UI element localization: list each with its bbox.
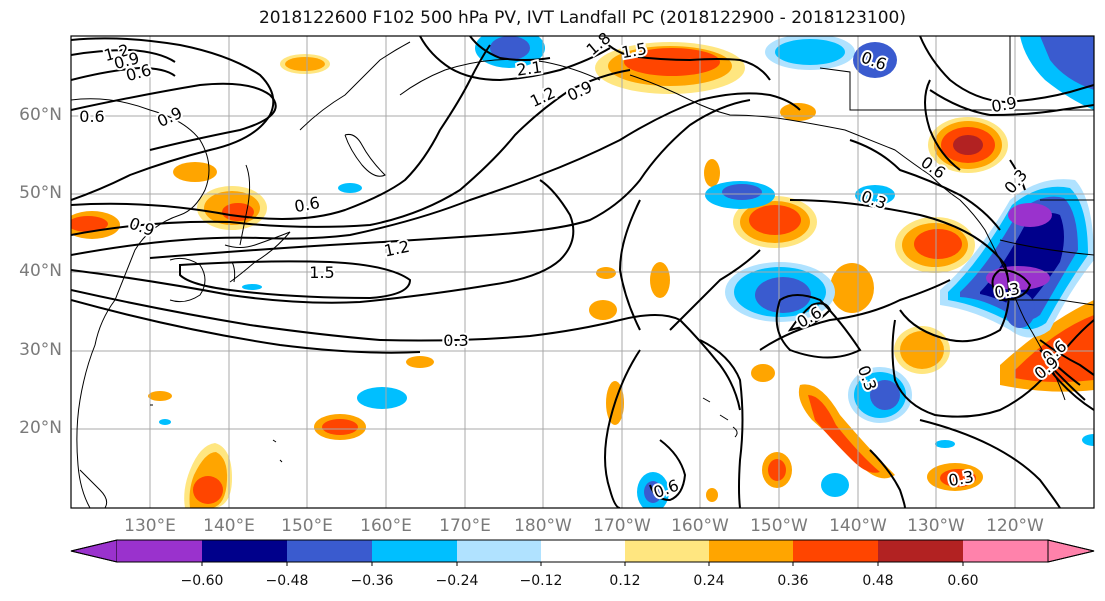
colorbar-bin (963, 540, 1048, 562)
colorbar-tick-label: −0.36 (350, 573, 394, 589)
contour-label: 1.2 (382, 237, 411, 261)
lon-label-120w: 120°W (986, 516, 1044, 536)
pv-contours (71, 36, 1094, 508)
contour-label: 2.1 (515, 57, 543, 79)
colorbar-tick-label: −0.24 (435, 573, 479, 589)
colorbar-bin (625, 540, 709, 562)
colorbar-tick-label: 0.60 (947, 573, 979, 589)
lon-label-140e: 140°E (203, 516, 255, 536)
lat-label-40n: 40°N (19, 261, 62, 281)
colorbar-bin (709, 540, 793, 562)
colorbar-bin (541, 540, 625, 562)
coastlines (71, 36, 1094, 508)
colorbar (70, 539, 1095, 566)
colorbar-bin (372, 540, 457, 562)
colorbar-tick-label: 0.48 (862, 573, 894, 589)
lon-label-130e: 130°E (124, 516, 176, 536)
colorbar-extend-high (1047, 539, 1095, 563)
contour-label: 0.6 (293, 193, 321, 216)
negative-pc-fill (159, 36, 1094, 508)
lon-label-140w: 140°W (829, 516, 887, 536)
colorbar-tick-label: 0.12 (609, 573, 641, 589)
lon-label-150e: 150°E (281, 516, 333, 536)
map-frame (70, 35, 1095, 509)
lat-label-60n: 60°N (19, 105, 62, 125)
colorbar-bin (117, 540, 202, 562)
colorbar-bin (878, 540, 963, 562)
lon-label-170e: 170°E (439, 516, 491, 536)
colorbar-tick-label: 0.36 (777, 573, 809, 589)
contour-label: 0.9 (127, 214, 157, 241)
colorbar-bin (457, 540, 541, 562)
contour-label: 1.2 (527, 83, 558, 111)
colorbar-bin (287, 540, 372, 562)
positive-pc-fill (71, 42, 1094, 508)
contour-label: 0.9 (990, 93, 1018, 116)
colorbar-tick-label: 0.24 (693, 573, 725, 589)
lon-label-150w: 150°W (750, 516, 808, 536)
graticule (71, 36, 1094, 508)
lat-label-20n: 20°N (19, 418, 62, 438)
lat-label-50n: 50°N (19, 183, 62, 203)
lon-label-130w: 130°W (907, 516, 965, 536)
lon-label-160e: 160°E (360, 516, 412, 536)
colorbar-tick-label: −0.60 (180, 573, 224, 589)
colorbar-extend-low (70, 539, 118, 563)
lon-label-160w: 160°W (671, 516, 729, 536)
colorbar-tick-label: −0.48 (265, 573, 309, 589)
lon-label-180w: 180°W (514, 516, 572, 536)
contour-label: 0.3 (443, 331, 468, 350)
colorbar-bin (202, 540, 287, 562)
map-title: 2018122600 F102 500 hPa PV, IVT Landfall… (258, 8, 906, 28)
lon-label-170w: 170°W (593, 516, 651, 536)
contour-label: 0.9 (154, 103, 185, 131)
contour-label: 1.5 (309, 263, 334, 282)
contour-label: 0.6 (79, 107, 104, 126)
colorbar-bin (793, 540, 878, 562)
colorbar-tick-label: −0.12 (519, 573, 563, 589)
lat-label-30n: 30°N (19, 340, 62, 360)
